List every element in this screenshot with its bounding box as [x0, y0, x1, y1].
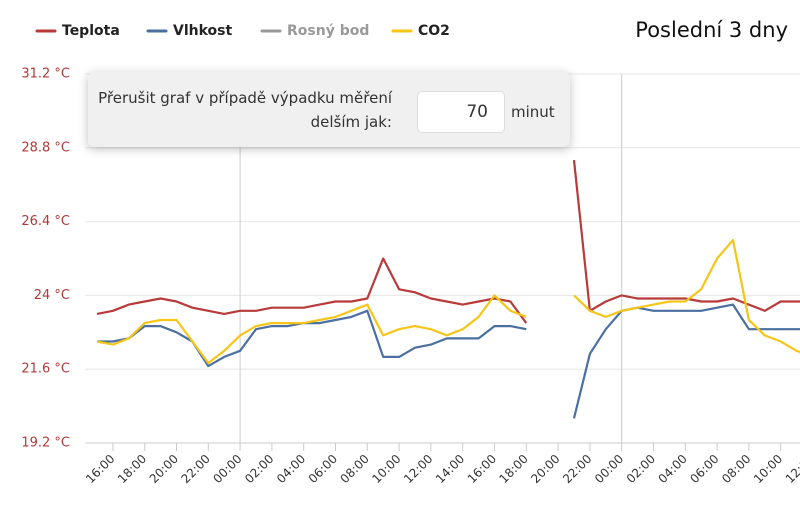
- legend-label: Vlhkost: [173, 23, 232, 39]
- x-tick-label: 10:00: [751, 452, 785, 486]
- legend-item[interactable]: Vlhkost: [146, 23, 232, 39]
- x-tick-label: 04:00: [656, 452, 690, 486]
- x-tick-label: 12:00: [401, 452, 435, 486]
- series-line: [96, 238, 800, 365]
- x-tick-label: 18:00: [497, 452, 531, 486]
- x-tick-label: 20:00: [528, 452, 562, 486]
- x-tick-label: 00:00: [592, 452, 626, 486]
- gap-unit: minut: [511, 103, 555, 121]
- legend-item[interactable]: Rosný bod: [260, 23, 369, 39]
- x-tick-label: 22:00: [179, 452, 213, 486]
- legend-item[interactable]: CO2: [391, 23, 450, 39]
- y-tick-label: 21.6 °C: [21, 362, 70, 377]
- y-tick-label: 31.2 °C: [21, 67, 70, 82]
- x-tick-label: 06:00: [306, 452, 340, 486]
- x-tick-label: 08:00: [338, 452, 372, 486]
- chart-title: Poslední 3 dny: [635, 18, 788, 42]
- x-tick-label: 22:00: [560, 452, 594, 486]
- x-tick-label: 04:00: [274, 452, 308, 486]
- legend-label: Teplota: [62, 23, 120, 39]
- x-tick-label: 00:00: [210, 452, 244, 486]
- series-line: [97, 303, 800, 419]
- x-tick-label: 02:00: [624, 452, 658, 486]
- legend-label: Rosný bod: [287, 23, 369, 39]
- x-tick-label: 02:00: [242, 452, 276, 486]
- legend-label: CO2: [418, 23, 450, 39]
- x-tick-label: 16:00: [83, 452, 117, 486]
- legend-item[interactable]: Teplota: [35, 23, 120, 39]
- x-tick-label: 18:00: [115, 452, 149, 486]
- x-tick-label: 10:00: [369, 452, 403, 486]
- x-tick-label: 14:00: [433, 452, 467, 486]
- gap-settings-panel: Přerušit graf v případě výpadku měření d…: [88, 72, 570, 147]
- x-tick-label: 06:00: [687, 452, 721, 486]
- x-tick-label: 08:00: [719, 452, 753, 486]
- y-tick-label: 24 °C: [34, 288, 70, 303]
- x-tick-label: 16:00: [465, 452, 499, 486]
- x-tick-label: 20:00: [147, 452, 181, 486]
- x-tick-label: 12:00: [783, 452, 800, 486]
- gap-label: Přerušit graf v případě výpadku měření d…: [98, 89, 392, 131]
- gap-input[interactable]: 70: [417, 91, 505, 133]
- y-tick-label: 28.8 °C: [21, 140, 70, 155]
- series-line: [96, 159, 800, 324]
- y-tick-label: 26.4 °C: [21, 214, 70, 229]
- y-tick-label: 19.2 °C: [21, 436, 70, 451]
